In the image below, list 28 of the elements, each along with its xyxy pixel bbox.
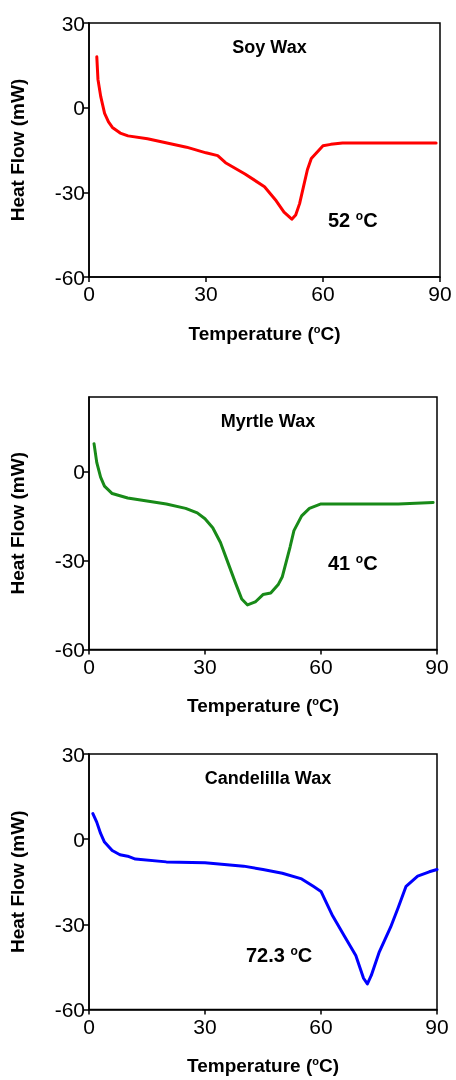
y-axis-title: Heat Flow (mW) [7,78,28,222]
y-tick-label: 0 [73,827,85,851]
y-tick-label: -60 [54,998,85,1021]
y-tick-label: 30 [61,11,85,35]
line-series [91,812,439,986]
x-tick-label: 30 [193,1014,217,1038]
x-tick-label: 60 [311,282,335,305]
x-tick-label: 90 [425,654,449,678]
text: Candelilla Wax [204,768,332,788]
y-tick-label: 0 [73,459,85,483]
y-axis-title: Heat Flow (mW) [7,452,28,595]
y-tick-label: -60 [54,265,85,289]
y-tick-label: 0 [73,96,85,120]
x-tick-label: 60 [309,654,333,678]
y-tick-label: -30 [54,912,85,936]
y-axis-title: Heat Flow (mW) [7,810,28,953]
y-tick-label: 30 [61,742,85,766]
y-tick-label: -60 [54,638,85,661]
y-tick-label: -30 [54,180,85,204]
y-tick-label: -30 [54,548,85,572]
x-tick-label: 90 [428,282,452,305]
text: Myrtle Wax [220,411,316,431]
line-series [92,442,435,607]
x-tick-label: 90 [425,1014,449,1038]
x-tick-label: 30 [194,282,218,305]
text: Soy Wax [232,37,307,57]
x-tick-label: 60 [309,1014,333,1038]
x-tick-label: 30 [193,654,217,678]
